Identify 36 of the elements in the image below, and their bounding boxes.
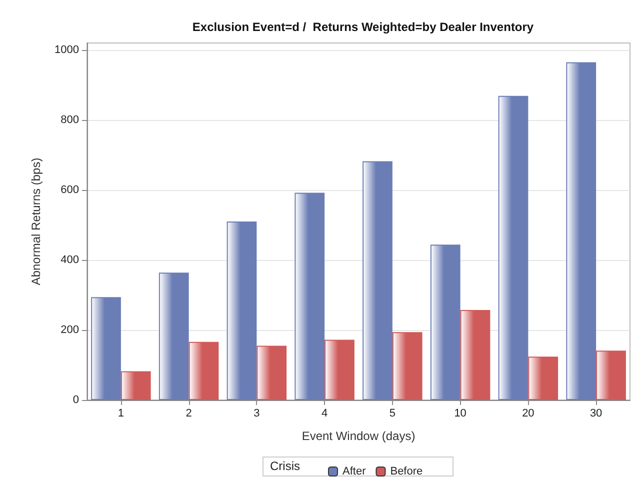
bar [91, 297, 121, 400]
bar [294, 192, 325, 400]
bar [430, 244, 460, 400]
x-tick-label: 10 [454, 408, 466, 420]
bar [120, 371, 151, 400]
x-tick-label: 3 [254, 408, 260, 420]
legend-label: After [342, 466, 366, 478]
legend-label: Before [390, 466, 423, 478]
legend-title: Crisis [270, 459, 300, 473]
y-tick-label: 400 [60, 254, 79, 266]
y-tick-label: 800 [60, 114, 79, 126]
x-axis-title: Event Window (days) [302, 429, 416, 443]
x-tick-label: 4 [322, 408, 328, 420]
bar [256, 346, 287, 400]
chart-title: Exclusion Event=d / Returns Weighted=by Dealer Inventory [192, 20, 534, 34]
bar [362, 161, 392, 400]
bar [498, 96, 528, 400]
x-tick-label: 30 [590, 408, 602, 420]
bar [324, 340, 354, 400]
x-tick-label: 2 [186, 408, 192, 420]
bar [528, 356, 558, 400]
bar [188, 342, 219, 400]
y-tick-label: 0 [72, 394, 79, 406]
y-tick-label: 1000 [54, 44, 79, 56]
x-tick-label: 20 [522, 408, 534, 420]
x-tick-label: 5 [389, 408, 396, 420]
bar [226, 222, 257, 400]
bar [596, 350, 626, 400]
x-tick-label: 1 [118, 408, 124, 420]
bar [460, 310, 490, 400]
bar [566, 62, 596, 400]
y-tick-label: 600 [60, 184, 79, 196]
bar [392, 332, 422, 400]
y-axis-title: Abnormal Returns (bps) [29, 158, 43, 286]
y-tick-label: 200 [60, 324, 79, 336]
bar [158, 272, 189, 400]
